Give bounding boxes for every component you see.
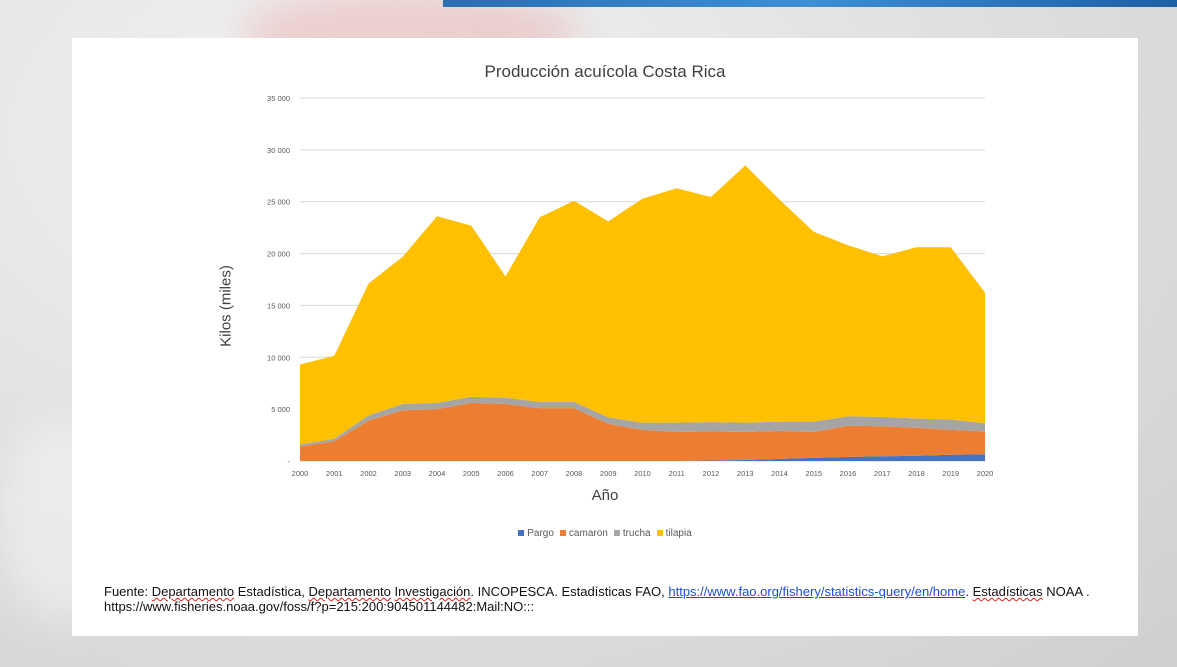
legend-swatch — [656, 530, 663, 537]
legend-label: trucha — [622, 528, 651, 539]
legend-swatch — [518, 530, 525, 537]
slide: Producción acuícola Costa Rica - 5 000 10 … — [72, 38, 1138, 636]
x-tick-label: 2015 — [805, 469, 822, 478]
x-tick-label: 2009 — [600, 469, 617, 478]
window-taskbar-strip — [443, 0, 1177, 7]
y-tick-label: 30 000 — [267, 146, 290, 155]
x-tick-label: 2012 — [703, 469, 720, 478]
source-word: Departamento — [308, 584, 391, 599]
x-tick-label: 2002 — [360, 469, 377, 478]
x-tick-label: 2011 — [669, 469, 685, 478]
legend-item-camaron: camaron — [559, 528, 608, 539]
source-word: Investigación — [394, 584, 471, 599]
series-area-trucha — [300, 396, 985, 447]
legend-item-tilapia: tilapia — [656, 528, 692, 539]
x-tick-label: 2018 — [908, 469, 925, 478]
chart-plot: - 5 000 10 000 15 000 20 000 25 000 30 000 35 0… — [267, 94, 994, 478]
source-text: . — [965, 584, 973, 599]
legend-label: Pargo — [527, 528, 554, 539]
y-tick-label: 5 000 — [271, 405, 290, 414]
series-area-pargo — [300, 454, 985, 461]
x-tick-label: 2013 — [737, 469, 754, 478]
series-area-tilapia — [300, 165, 985, 445]
chart-legend: Pargo camaron trucha tilapia — [72, 528, 1138, 539]
x-axis-label: Año — [591, 487, 619, 504]
x-tick-label: 2017 — [874, 469, 891, 478]
y-axis-label: Kilos (miles) — [217, 265, 235, 347]
legend-swatch — [613, 530, 620, 537]
y-tick-label: 20 000 — [267, 250, 290, 259]
source-prefix: Fuente: — [104, 584, 152, 599]
legend-label: camaron — [568, 528, 608, 539]
x-tick-label: 2010 — [634, 469, 651, 478]
fao-link[interactable]: https://www.fao.org/fishery/statistics-q… — [668, 584, 966, 599]
y-tick-label: 15 000 — [267, 301, 290, 310]
series-area-camaron — [300, 402, 985, 461]
y-tick-label: 25 000 — [267, 198, 290, 207]
x-tick-label: 2005 — [463, 469, 480, 478]
source-text: . INCOPESCA. Estadísticas FAO, — [470, 584, 669, 599]
source-word: Departamento — [151, 584, 235, 599]
y-tick-label: - — [288, 457, 291, 466]
x-tick-label: 2014 — [771, 469, 788, 478]
source-note: Fuente: Departamento Estadística, Depart… — [104, 584, 1104, 614]
x-tick-label: 2007 — [531, 469, 548, 478]
source-suffix: NOAA . https://www.fisheries.noaa.gov/fo… — [104, 584, 1090, 614]
legend-item-trucha: trucha — [613, 528, 651, 539]
y-tick-label: 35 000 — [267, 94, 290, 103]
legend-item-pargo: Pargo — [518, 528, 554, 539]
x-tick-label: 2020 — [977, 469, 994, 478]
x-tick-label: 2003 — [394, 469, 411, 478]
legend-label: tilapia — [665, 528, 692, 539]
source-text: Estadística, — [234, 584, 309, 599]
legend-swatch — [559, 530, 566, 537]
x-tick-label: 2006 — [497, 469, 514, 478]
source-word: Estadísticas — [972, 584, 1043, 599]
chart-title: Producción acuícola Costa Rica — [484, 62, 726, 81]
x-tick-label: 2000 — [292, 469, 309, 478]
x-tick-label: 2001 — [326, 469, 343, 478]
x-tick-label: 2019 — [942, 469, 959, 478]
y-tick-label: 10 000 — [267, 353, 290, 362]
x-tick-label: 2004 — [429, 469, 446, 478]
x-tick-label: 2016 — [840, 469, 857, 478]
x-tick-label: 2008 — [566, 469, 583, 478]
